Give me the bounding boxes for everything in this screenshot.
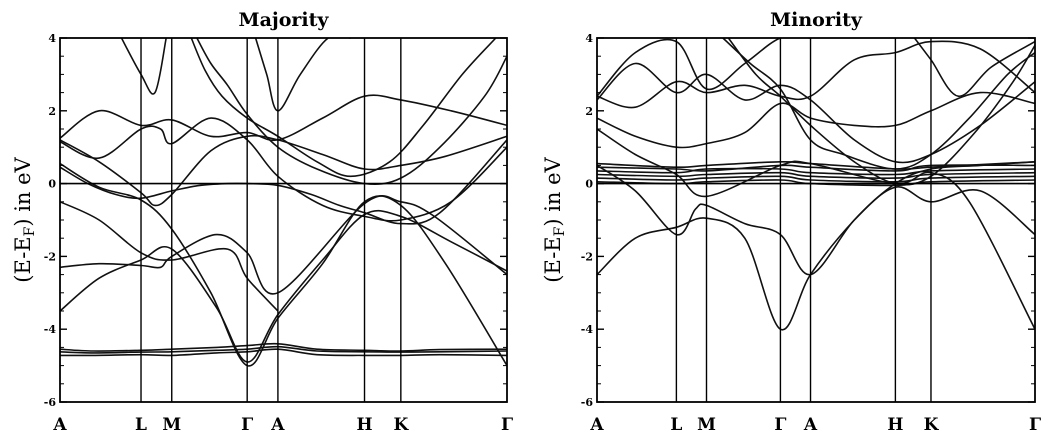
kpoint-label: H [887,415,903,435]
kpoint-label: Γ [501,415,513,435]
kpoint-label: A [52,415,67,435]
band-9 [597,128,1035,330]
y-tick-label: 2 [585,105,593,118]
y-tick-label: 4 [48,32,56,45]
band-11 [597,40,1035,109]
y-tick-label: -4 [581,323,594,336]
chart-title: Minority [770,9,863,31]
band-11 [60,195,507,295]
band-10 [597,91,1035,149]
y-axis-label: (E-EF) in eV [11,156,38,282]
bands [60,38,507,367]
y-tick-label: 0 [585,178,593,191]
kpoint-label: M [697,415,716,435]
y-tick-label: -6 [581,396,594,409]
band-9 [60,117,507,222]
y-tick-label: -2 [44,250,56,263]
plot-frame [596,37,1036,403]
band-7 [60,94,507,142]
y-tick-label: -6 [44,396,57,409]
band-15 [727,38,1035,186]
band-2 [60,348,507,357]
kpoint-label: A [589,415,604,435]
y-tick-label: 0 [48,178,56,191]
kpoint-label: K [924,415,940,435]
kpoint-label: K [393,415,409,435]
plot-frame [59,37,508,403]
kpoint-label: M [162,415,181,435]
band-16 [913,38,1035,97]
band-12 [597,62,1035,164]
band-8 [597,164,1035,276]
kpoint-label: A [803,415,818,435]
kpoint-label: Γ [241,415,253,435]
kpoint-label: Γ [1029,415,1041,435]
band-14 [722,38,1035,170]
band-12 [120,38,167,95]
y-tick-label: -2 [581,250,593,263]
kpoint-label: L [670,415,682,435]
band-7 [597,161,1035,331]
y-tick-label: 2 [48,105,56,118]
kpoint-label: A [270,415,285,435]
chart-title: Majority [239,9,330,31]
band-4 [60,209,507,363]
kpoint-label: L [135,415,147,435]
y-axis-label: (E-EF) in eV [541,156,568,282]
y-tick-label: -4 [44,323,57,336]
kpoint-label: Γ [774,415,786,435]
band-13 [190,38,497,178]
band-10 [60,201,279,312]
kpoint-label: H [356,415,372,435]
band-14 [196,38,507,186]
band-15 [254,38,351,112]
y-tick-label: 4 [585,32,593,45]
